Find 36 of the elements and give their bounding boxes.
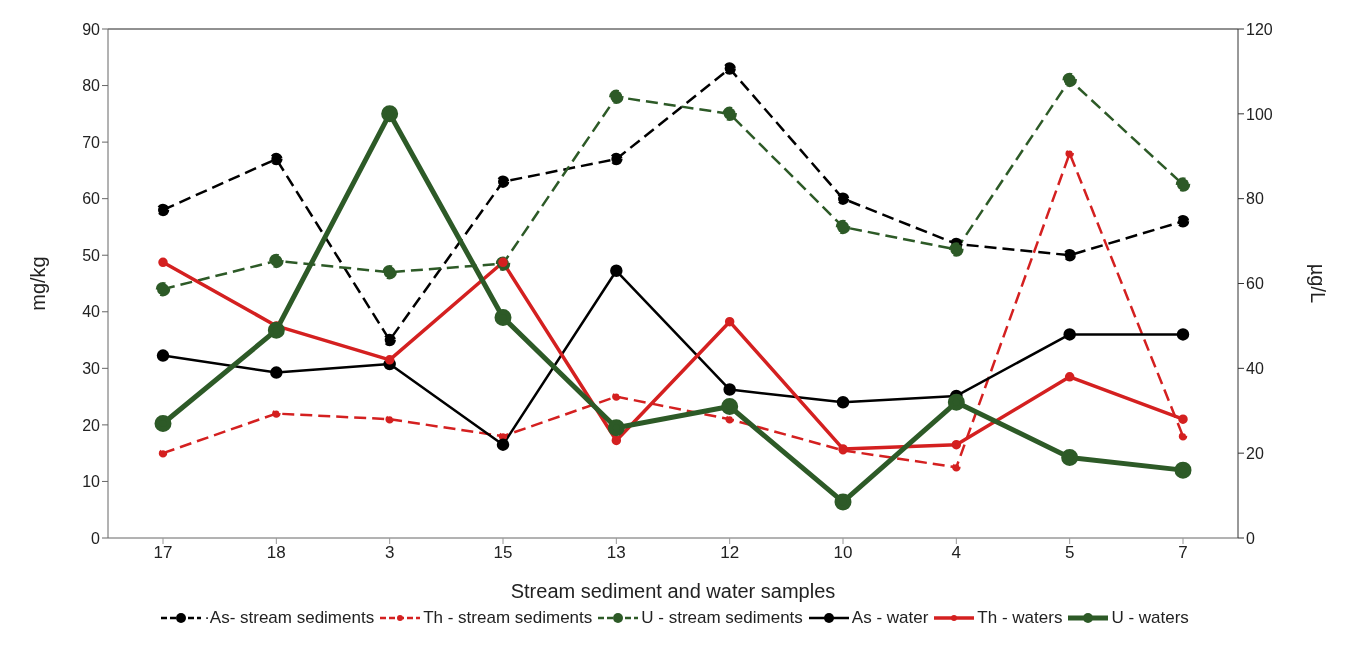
y2-tick-label: 120 <box>1246 20 1273 38</box>
y2-axis-title: µg/L <box>1306 263 1329 304</box>
y-axis-title: mg/kg <box>27 256 50 311</box>
x-tick-label: 7 <box>1178 543 1188 563</box>
x-tick-label: 12 <box>720 543 740 563</box>
y-tick-label: 0 <box>91 529 101 547</box>
x-tick-label: 15 <box>493 543 513 563</box>
y-tick-label: 30 <box>82 360 101 378</box>
legend-label: Th - waters <box>977 608 1063 628</box>
y-tick-label: 70 <box>82 133 101 151</box>
legend-label: U - waters <box>1111 608 1189 628</box>
y-tick-label: 50 <box>82 246 101 264</box>
y-tick-label: 40 <box>82 303 101 321</box>
x-tick-label: 17 <box>153 543 173 563</box>
legend-label: U - stream sediments <box>641 608 803 628</box>
x-tick-label: 3 <box>384 543 395 563</box>
legend-label: ·As- stream sediments <box>204 608 375 628</box>
x-axis-title: Stream sediment and water samples <box>510 580 836 602</box>
x-tick-label: 10 <box>833 543 853 563</box>
x-tick-label: 5 <box>1064 543 1075 563</box>
legend-label: Th - stream sediments <box>423 608 593 628</box>
y-tick-label: 90 <box>82 20 101 38</box>
y2-tick-label: 40 <box>1246 360 1264 378</box>
y2-tick-label: 100 <box>1246 105 1273 123</box>
y-tick-label: 10 <box>82 473 101 491</box>
x-tick-label: 13 <box>606 543 626 563</box>
y-tick-label: 80 <box>82 77 101 95</box>
x-tick-label: 18 <box>266 543 286 563</box>
x-tick-label: 4 <box>951 543 962 563</box>
y2-tick-label: 60 <box>1246 275 1264 293</box>
legend-label: As - water <box>851 608 929 628</box>
y-tick-label: 60 <box>82 190 101 208</box>
y2-tick-label: 80 <box>1246 190 1264 208</box>
y2-tick-label: 0 <box>1246 529 1255 547</box>
y2-tick-label: 20 <box>1246 444 1264 462</box>
y-tick-label: 20 <box>82 416 101 434</box>
